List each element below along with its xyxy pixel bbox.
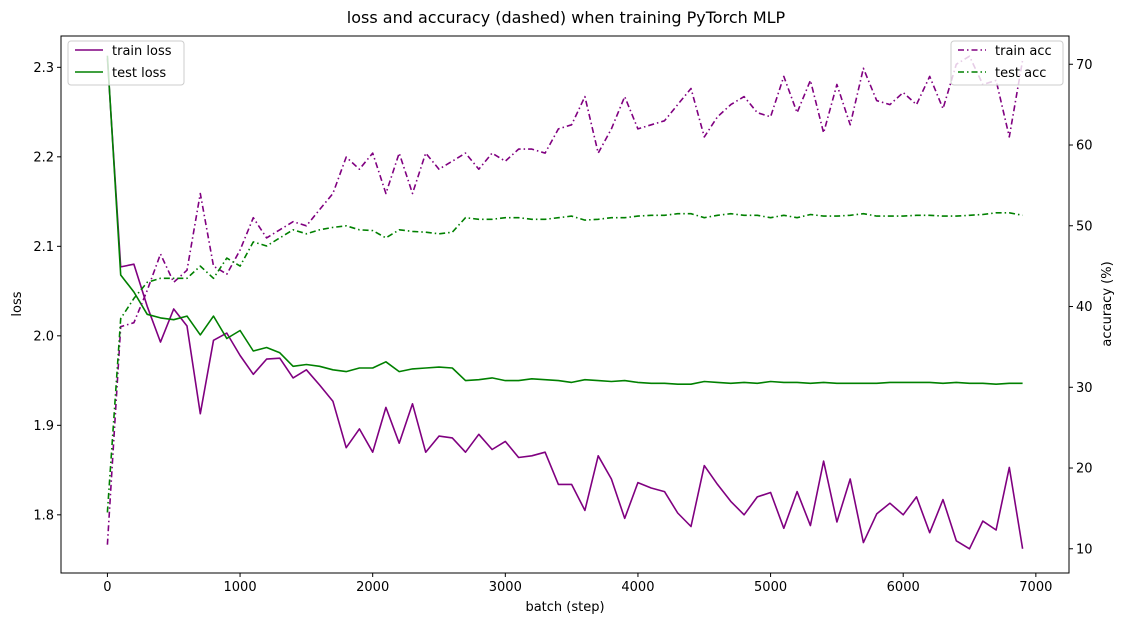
y-right-axis-ticks: 10 20 30 40 50 60 70	[1069, 58, 1093, 557]
series-line-test-loss	[106, 55, 1023, 386]
x-tick-label: 1000	[224, 580, 257, 595]
y-right-tick-label: 40	[1076, 300, 1093, 315]
legend-label-test-loss: test loss	[112, 66, 166, 81]
x-tick-label: 0	[103, 580, 111, 595]
series-line-test-acc	[106, 212, 1023, 513]
plot-frame	[60, 35, 1070, 574]
series-line-train-loss	[106, 58, 1024, 550]
series-line-train-acc	[106, 55, 1024, 545]
x-axis-label: batch (step)	[525, 600, 604, 615]
y-right-tick-label: 20	[1076, 462, 1093, 477]
x-tick-label: 6000	[887, 580, 920, 595]
y-right-tick-label: 60	[1076, 139, 1093, 154]
x-tick-label: 7000	[1019, 580, 1052, 595]
y-left-axis-ticks: 1.8 1.9 2.0 2.1 2.2 2.3	[33, 61, 61, 523]
legend-left: train loss test loss	[67, 40, 185, 86]
y-right-tick-label: 70	[1076, 58, 1093, 73]
x-tick-label: 4000	[621, 580, 654, 595]
y-left-tick-label: 2.1	[33, 240, 54, 255]
legend-right-box	[950, 40, 1064, 86]
y-right-tick-label: 50	[1076, 219, 1093, 234]
y-right-axis-label: accuracy (%)	[1100, 261, 1115, 346]
x-tick-label: 5000	[754, 580, 787, 595]
x-tick-label: 3000	[489, 580, 522, 595]
chart-title: loss and accuracy (dashed) when training…	[347, 8, 786, 27]
y-left-axis-label: loss	[10, 291, 25, 316]
legend-right: train acc test acc	[950, 40, 1064, 86]
y-left-tick-label: 2.3	[33, 61, 54, 76]
x-axis-ticks: 0 1000 2000 3000 4000 5000 6000 7000	[103, 573, 1052, 595]
y-left-tick-label: 2.2	[33, 150, 54, 165]
legend-label-train-acc: train acc	[995, 44, 1052, 59]
legend-label-train-loss: train loss	[112, 44, 172, 59]
series-layer	[106, 55, 1024, 550]
y-right-tick-label: 10	[1076, 542, 1093, 557]
legend-left-box	[67, 40, 185, 86]
y-right-tick-label: 30	[1076, 381, 1093, 396]
x-tick-label: 2000	[356, 580, 389, 595]
y-left-tick-label: 2.0	[33, 329, 54, 344]
y-left-tick-label: 1.8	[33, 508, 54, 523]
legend-label-test-acc: test acc	[995, 66, 1046, 81]
y-left-tick-label: 1.9	[33, 419, 54, 434]
